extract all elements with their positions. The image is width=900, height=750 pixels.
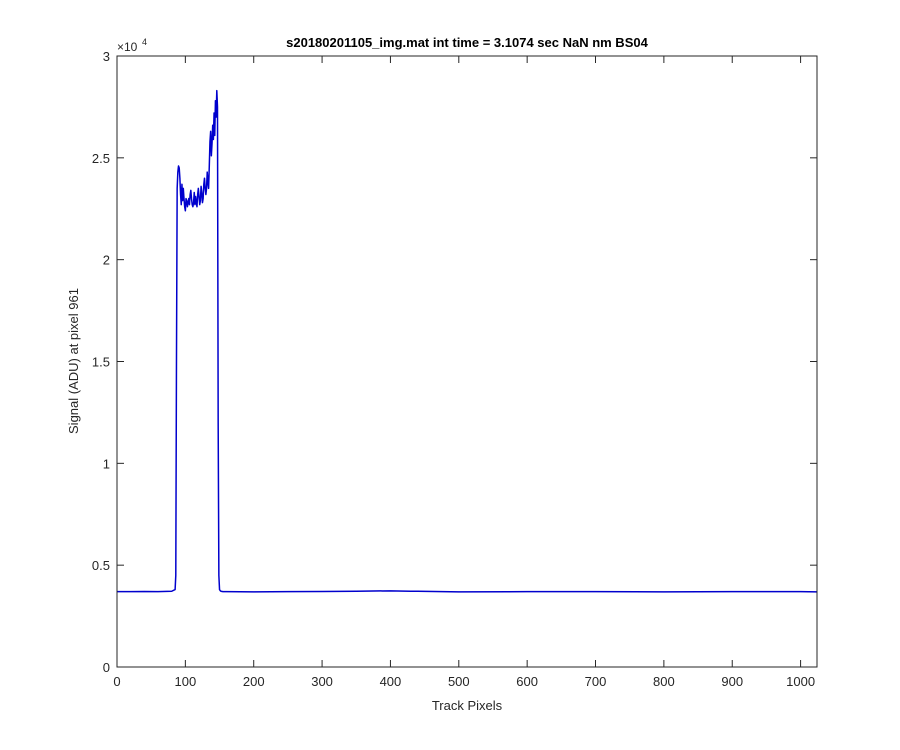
y-tick-label: 2 [103,253,110,268]
x-axis-title: Track Pixels [432,698,503,713]
x-tick-label: 700 [585,674,607,689]
plot-area [117,56,817,667]
x-tick-label: 200 [243,674,265,689]
x-tick-label: 900 [721,674,743,689]
x-tick-label: 600 [516,674,538,689]
x-tick-label: 500 [448,674,470,689]
y-exponent-label: ×10 4 [117,37,147,54]
plot-frame [116,55,818,668]
x-tick-label: 300 [311,674,333,689]
x-tick-label: 400 [380,674,402,689]
y-tick-label: 3 [103,49,110,64]
x-tick-label: 1000 [786,674,815,689]
y-exponent-power: 4 [142,37,147,47]
series-layer [117,89,818,593]
y-tick-label: 2.5 [92,151,110,166]
y-exponent-base: ×10 [117,40,138,54]
x-tick-label: 0 [113,674,120,689]
y-tick-label: 1 [103,456,110,471]
x-tick-label: 800 [653,674,675,689]
y-tick-label: 1.5 [92,355,110,370]
series-line-0 [117,89,818,593]
y-tick-label: 0 [103,660,110,675]
x-tick-label: 100 [175,674,197,689]
label-layer: 0 100 200 300 400 500 600 700 800 900 1000 0 0.5 1 1.5… [92,49,815,689]
y-axis-title: Signal (ADU) at pixel 961 [66,288,81,434]
y-tick-label: 0.5 [92,558,110,573]
chart-title: s20180201105_img.mat int time = 3.1074 s… [286,35,648,50]
